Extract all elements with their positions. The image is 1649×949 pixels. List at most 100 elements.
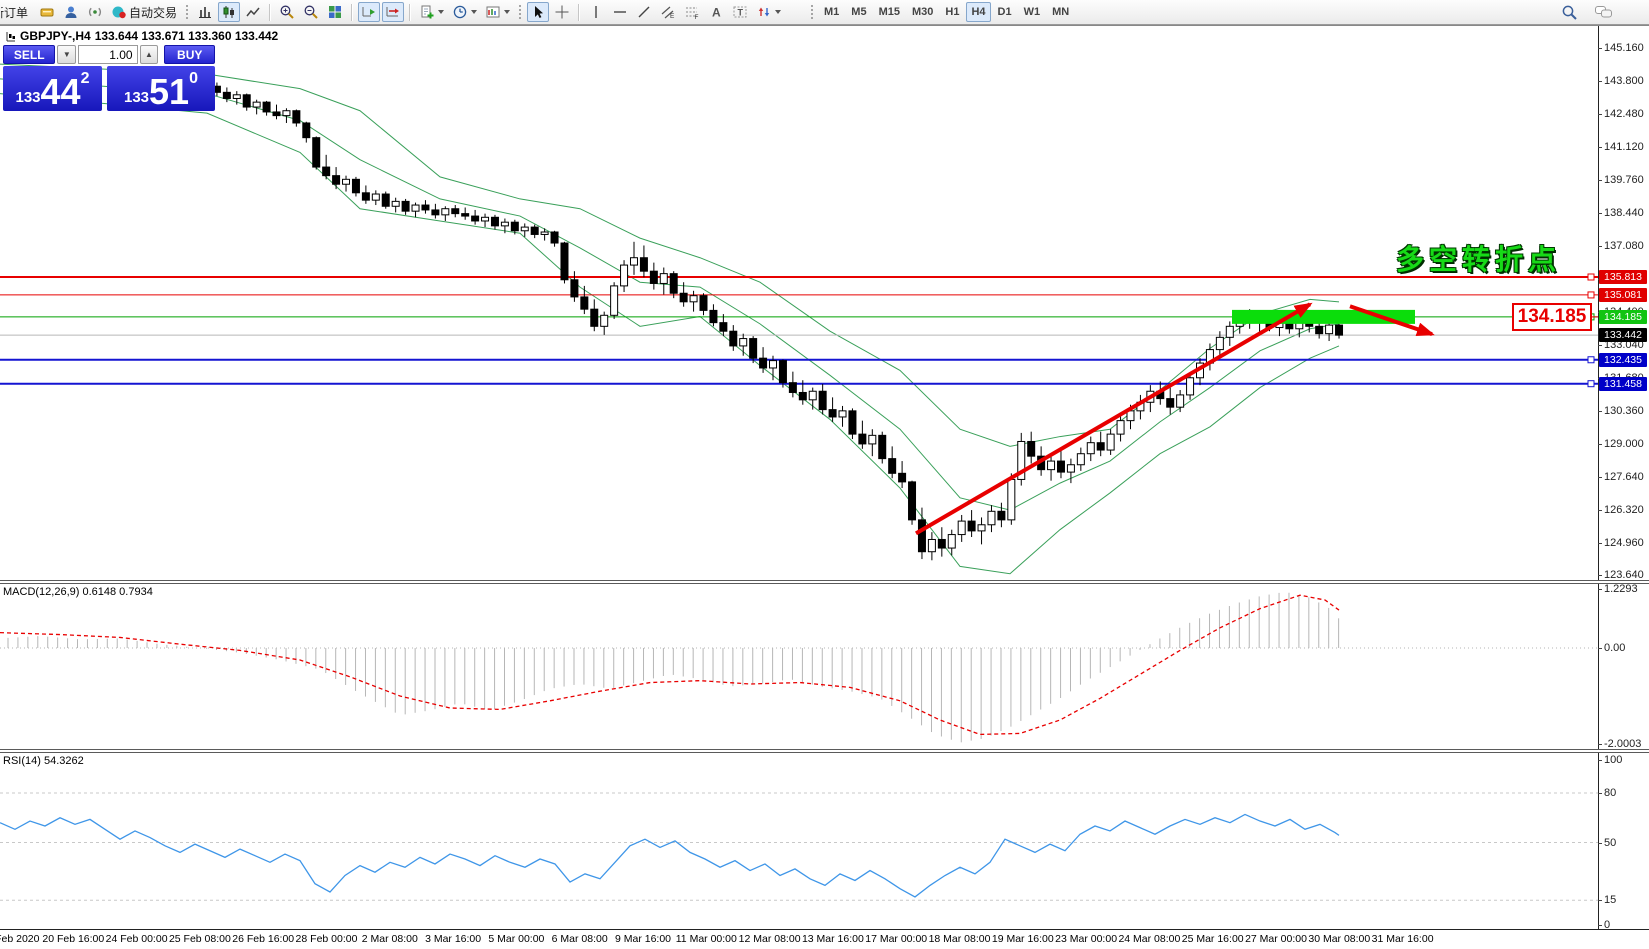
timeframe-button-m30[interactable]: M30 — [911, 6, 934, 18]
time-label: 28 Feb 00:00 — [295, 933, 358, 945]
trend-arrow-up[interactable] — [914, 302, 1313, 536]
candlestick-chart-button[interactable] — [218, 2, 241, 22]
time-label: 6 Mar 08:00 — [551, 933, 608, 945]
chat-icon — [1595, 6, 1612, 18]
timeframe-button-h1[interactable]: H1 — [945, 6, 960, 18]
trend-arrows[interactable] — [914, 302, 1598, 536]
horizontal-line-icon — [614, 11, 627, 13]
timeframe-button-w1[interactable]: W1 — [1023, 6, 1041, 18]
macd-tick-label: 1.2293 — [1604, 582, 1638, 595]
rsi-tick-label: 80 — [1604, 787, 1617, 799]
search-button[interactable] — [1558, 2, 1581, 22]
candle-body — [610, 285, 619, 316]
chart-shift-button[interactable] — [382, 2, 405, 22]
chart-canvas[interactable] — [0, 26, 1598, 929]
new-order-button[interactable]: 新订单 — [0, 2, 34, 22]
rsi-tick-mark — [1598, 793, 1602, 794]
text-icon: A — [712, 6, 721, 20]
time-label: 18 Mar 08:00 — [928, 933, 991, 945]
text-tool[interactable]: A — [705, 2, 727, 22]
candle-body — [510, 221, 519, 232]
sell-price-box[interactable]: 133 44 2 — [3, 66, 102, 111]
timeframe-button-h4[interactable]: H4 — [966, 2, 991, 22]
auto-scroll-button[interactable] — [358, 2, 381, 22]
hline-marker[interactable] — [1587, 273, 1595, 281]
text-label-tool[interactable]: T — [729, 2, 751, 22]
sell-label: SELL — [13, 47, 45, 62]
signal-icon[interactable] — [84, 2, 106, 22]
candle-body — [302, 122, 311, 139]
macd-tick-mark — [1598, 648, 1602, 649]
line-chart-button[interactable] — [242, 2, 264, 22]
price-tick-mark — [1598, 48, 1602, 49]
timeframe-button-m1[interactable]: M1 — [824, 6, 840, 18]
fibonacci-tool[interactable]: F — [681, 2, 703, 22]
channel-tool[interactable]: E — [657, 2, 679, 22]
community-icon[interactable] — [60, 2, 82, 22]
hline-marker[interactable] — [1587, 356, 1595, 364]
price-tick-mark — [1598, 146, 1602, 148]
template-icon — [486, 6, 500, 18]
buy-button[interactable]: BUY — [164, 45, 216, 64]
vertical-line-icon — [595, 6, 597, 18]
candle-body — [550, 231, 559, 244]
tile-windows-button[interactable] — [324, 2, 346, 22]
chart-title: GBPJPY-,H4 133.644 133.671 133.360 133.4… — [5, 29, 278, 43]
timeframe-button-m15[interactable]: M15 — [878, 6, 900, 18]
cursor-button[interactable] — [527, 2, 550, 22]
timeframe-button-d1[interactable]: D1 — [997, 6, 1012, 18]
chat-button[interactable] — [1591, 2, 1617, 22]
volume-input[interactable]: 1.00 — [78, 45, 138, 64]
candle-body — [759, 357, 768, 369]
candle-body — [580, 296, 589, 310]
candle-body — [332, 175, 341, 185]
timeframe-button-mn[interactable]: MN — [1052, 6, 1070, 18]
pane-separator-macd[interactable] — [0, 580, 1649, 584]
candle-body — [679, 292, 688, 303]
candle-body — [540, 231, 549, 235]
autotrading-button[interactable]: 自动交易 — [108, 2, 180, 22]
period-button[interactable] — [449, 2, 480, 22]
add-indicator-button[interactable] — [416, 2, 447, 22]
rsi-tick-label: 50 — [1604, 836, 1617, 849]
candle-body — [282, 110, 291, 117]
price-tick-label: 130.360 — [1604, 404, 1644, 417]
chart-window[interactable] — [0, 25, 1649, 949]
candle-body — [699, 295, 708, 311]
volume-down-button[interactable]: ▼ — [57, 45, 77, 64]
hline-marker[interactable] — [1587, 291, 1595, 299]
zoom-out-button[interactable] — [300, 2, 322, 22]
bar-chart-button[interactable] — [194, 2, 216, 22]
resistance-band[interactable] — [1232, 309, 1415, 324]
pane-separator-rsi[interactable] — [0, 749, 1649, 753]
buy-price-box[interactable]: 133 51 0 — [107, 66, 215, 111]
buy-price-figure: 133 — [124, 89, 150, 106]
time-label: 25 Mar 16:00 — [1181, 933, 1244, 945]
gold-ticket-icon[interactable] — [36, 2, 58, 22]
price-callout[interactable]: 134.185 — [1512, 302, 1592, 331]
template-button[interactable] — [482, 2, 513, 22]
text-label-icon: T — [733, 6, 747, 18]
cn-annotation-text[interactable]: 多空转折点 — [1396, 244, 1562, 275]
price-tick-mark — [1598, 443, 1602, 445]
zoom-in-button[interactable] — [276, 2, 298, 22]
horizontal-line-tool[interactable] — [609, 2, 631, 22]
candle-body — [1066, 464, 1075, 473]
hline-marker[interactable] — [1587, 380, 1595, 388]
vertical-line-tool[interactable] — [585, 2, 607, 22]
candle-body — [520, 226, 529, 232]
crosshair-button[interactable] — [551, 2, 573, 22]
candle-body — [898, 472, 907, 483]
time-label: 26 Feb 16:00 — [232, 933, 295, 945]
arrows-tool[interactable] — [753, 2, 784, 22]
trend-arrow-down[interactable] — [1349, 304, 1435, 337]
horizontal-line-objects[interactable] — [0, 273, 1598, 388]
highlight-band[interactable] — [1232, 309, 1415, 324]
candle-body — [1027, 440, 1036, 457]
trendline-tool[interactable] — [633, 2, 655, 22]
candle-body — [798, 391, 807, 401]
sell-button[interactable]: SELL — [3, 45, 56, 64]
timeframe-button-m5[interactable]: M5 — [851, 6, 867, 18]
volume-up-button[interactable]: ▲ — [139, 45, 159, 64]
